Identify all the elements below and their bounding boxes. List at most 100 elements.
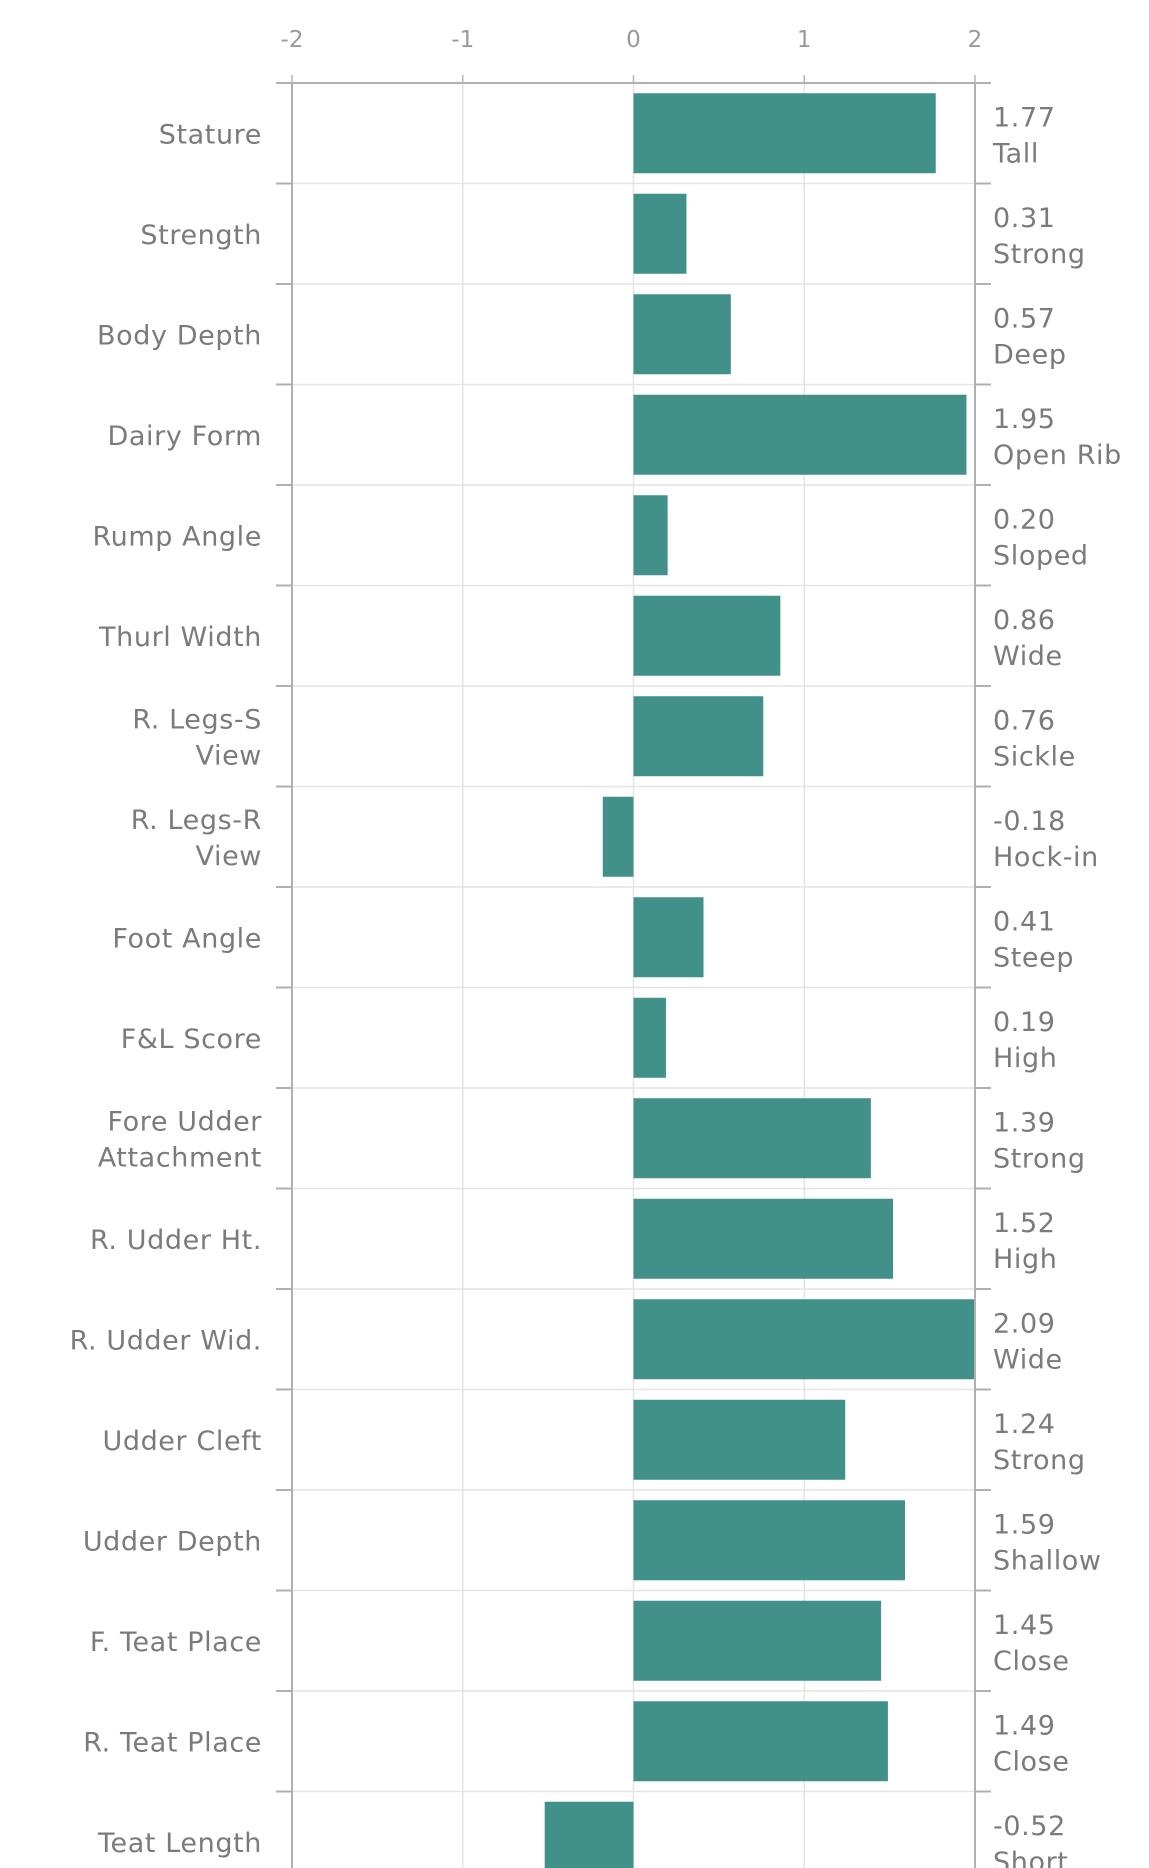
x-axis-ticks: -2 -1 0 1 2 — [281, 27, 983, 83]
category-label-line: R. Legs-R — [131, 805, 262, 836]
x-tick-label: 2 — [968, 27, 983, 53]
descriptor-label: Tall — [992, 138, 1039, 169]
category-label: Rump Angle — [92, 521, 262, 552]
category-label-line: Dairy Form — [107, 421, 262, 452]
descriptor-label: Close — [993, 1646, 1070, 1677]
descriptor-label: Close — [993, 1746, 1070, 1777]
value-label: -0.52 — [993, 1811, 1066, 1842]
descriptor-label: Sloped — [993, 540, 1089, 571]
bars — [544, 93, 975, 1868]
value-labels: 1.77 Tall 0.31 Strong 0.57 Deep 1.95 Open Rib 0.… — [992, 102, 1121, 1868]
descriptor-label: Strong — [993, 1143, 1086, 1174]
category-label: Foot Angle — [112, 923, 262, 954]
value-label: 1.49 — [993, 1710, 1056, 1741]
value-label: 1.45 — [993, 1610, 1056, 1641]
descriptor-label: Steep — [993, 942, 1074, 973]
descriptor-label: High — [993, 1043, 1057, 1074]
category-label: F. Teat Place — [90, 1627, 262, 1658]
category-label-line: Strength — [140, 220, 262, 251]
descriptor-label: High — [993, 1244, 1057, 1275]
category-label-line: Body Depth — [97, 320, 262, 351]
bar — [633, 696, 764, 777]
bar — [633, 93, 936, 174]
bar — [633, 1198, 894, 1279]
category-label-line: Udder Depth — [83, 1526, 262, 1557]
category-label: Strength — [140, 220, 262, 251]
descriptor-label: Strong — [993, 239, 1086, 270]
bar — [544, 1801, 634, 1868]
category-label: Teat Length — [97, 1828, 262, 1859]
value-label: 0.76 — [993, 705, 1056, 736]
category-label-line: Stature — [159, 119, 262, 150]
category-label-line: View — [196, 841, 262, 872]
bar — [633, 1701, 888, 1782]
category-label-line: Thurl Width — [98, 622, 262, 653]
x-tick-label: 1 — [797, 27, 812, 53]
category-label: R. Udder Wid. — [70, 1325, 262, 1356]
descriptor-label: Short — [993, 1847, 1068, 1868]
bar — [633, 897, 704, 978]
value-label: 1.59 — [993, 1509, 1056, 1540]
value-label: 0.20 — [993, 504, 1056, 535]
category-label: Body Depth — [97, 320, 262, 351]
category-label: Udder Cleft — [102, 1426, 262, 1457]
descriptor-label: Sickle — [993, 741, 1076, 772]
category-label-line: R. Udder Ht. — [90, 1225, 262, 1256]
descriptor-label: Shallow — [993, 1545, 1102, 1576]
descriptor-label: Strong — [993, 1445, 1086, 1476]
category-label: Stature — [159, 119, 262, 150]
descriptor-label: Deep — [993, 339, 1067, 370]
category-label-line: R. Udder Wid. — [70, 1325, 262, 1356]
value-label: 0.19 — [993, 1007, 1056, 1038]
value-label: 1.39 — [993, 1107, 1056, 1138]
category-label: R. Udder Ht. — [90, 1225, 262, 1256]
category-label-line: F. Teat Place — [90, 1627, 262, 1658]
bar — [602, 796, 634, 877]
descriptor-label: Wide — [993, 1344, 1063, 1375]
bar — [633, 997, 666, 1078]
value-label: 0.86 — [993, 605, 1056, 636]
category-label-line: R. Legs-S — [132, 704, 262, 735]
category-label: Dairy Form — [107, 421, 262, 452]
bar — [633, 394, 967, 475]
value-label: 2.09 — [993, 1308, 1056, 1339]
category-label-line: Rump Angle — [92, 521, 262, 552]
value-label: 1.95 — [993, 404, 1056, 435]
descriptor-label: Hock-in — [993, 842, 1099, 873]
value-label: -0.18 — [993, 806, 1066, 837]
bar — [633, 495, 668, 576]
category-label: R. Teat Place — [83, 1727, 262, 1758]
category-label-line: Teat Length — [97, 1828, 262, 1859]
value-label: 1.52 — [993, 1208, 1056, 1239]
bar — [633, 294, 731, 375]
value-label: 1.77 — [993, 102, 1056, 133]
value-label: 0.57 — [993, 303, 1056, 334]
bar — [633, 193, 687, 274]
bar — [633, 1098, 871, 1179]
x-tick-label: -2 — [281, 27, 304, 53]
bar — [633, 1299, 975, 1380]
bar — [633, 1399, 846, 1480]
category-label: R. Legs-S View — [132, 704, 262, 771]
category-label: R. Legs-R View — [131, 805, 262, 872]
category-label-line: View — [196, 740, 262, 771]
bar — [633, 1600, 882, 1681]
value-label: 0.41 — [993, 906, 1056, 937]
category-label-line: Udder Cleft — [102, 1426, 262, 1457]
category-label-line: Attachment — [98, 1142, 262, 1173]
descriptor-label: Wide — [993, 641, 1063, 672]
value-label: 1.24 — [993, 1409, 1056, 1440]
x-tick-label: -1 — [451, 27, 474, 53]
bar — [633, 595, 781, 676]
category-label-line: Foot Angle — [112, 923, 262, 954]
category-label-line: R. Teat Place — [83, 1727, 262, 1758]
category-labels: Stature Strength Body Depth Dairy Form Rump … — [70, 119, 262, 1859]
category-label-line: F&L Score — [121, 1024, 262, 1055]
category-label-line: Fore Udder — [107, 1106, 262, 1137]
category-label: F&L Score — [121, 1024, 262, 1055]
x-tick-label: 0 — [626, 27, 641, 53]
value-label: 0.31 — [993, 203, 1056, 234]
category-label: Udder Depth — [83, 1526, 262, 1557]
category-label: Thurl Width — [98, 622, 262, 653]
